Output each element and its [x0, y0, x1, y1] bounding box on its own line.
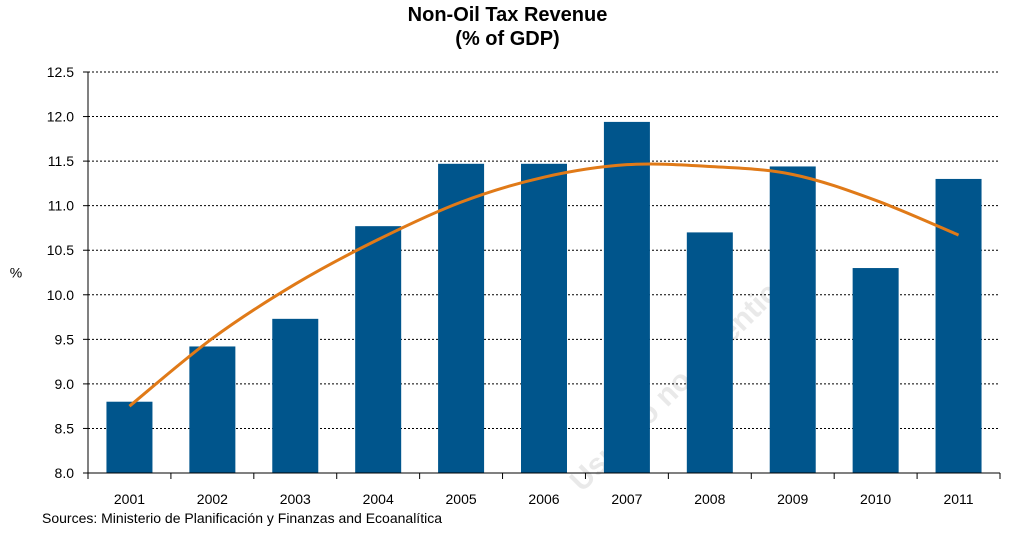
bar [603, 121, 650, 473]
x-tick-label: 2003 [280, 491, 311, 507]
y-tick-label: 9.0 [55, 376, 75, 392]
chart-title: Non-Oil Tax Revenue [407, 4, 608, 26]
bar [769, 166, 816, 474]
x-tick-label: 2009 [777, 491, 808, 507]
x-tick-label: 2005 [446, 491, 477, 507]
bar [521, 163, 567, 474]
y-tick-label: 10.5 [47, 242, 74, 258]
bar [355, 226, 402, 473]
y-tick-label: 11.0 [48, 198, 74, 214]
x-tick-label: 2004 [363, 491, 394, 507]
y-tick-label: 12.5 [47, 64, 74, 80]
y-tick-label: 11.5 [48, 153, 74, 169]
x-tick-label: 2007 [611, 491, 642, 507]
x-tick-label: 2008 [694, 491, 725, 507]
x-tick-label: 2006 [528, 491, 559, 507]
bar [272, 318, 319, 473]
bar [686, 232, 733, 473]
x-tick-label: 2010 [860, 491, 891, 507]
bar [935, 178, 982, 473]
bar [189, 346, 236, 473]
source-note: Sources: Ministerio de Planificación y F… [42, 510, 442, 526]
y-tick-label: 10.0 [47, 287, 74, 303]
y-tick-label: 8.0 [55, 465, 75, 481]
bar [852, 268, 899, 473]
trendline [128, 162, 960, 408]
y-tick-label: 12.0 [47, 109, 74, 125]
x-tick-label: 2011 [943, 491, 973, 507]
bar [438, 163, 485, 474]
y-tick-label: 8.5 [55, 420, 75, 436]
x-tick-label: 2002 [197, 491, 228, 507]
y-axis-label: % [10, 265, 22, 281]
bar [106, 401, 153, 473]
chart-subtitle: (% of GDP) [455, 28, 560, 50]
x-tick-label: 2001 [114, 491, 145, 507]
y-tick-label: 9.5 [55, 331, 75, 347]
